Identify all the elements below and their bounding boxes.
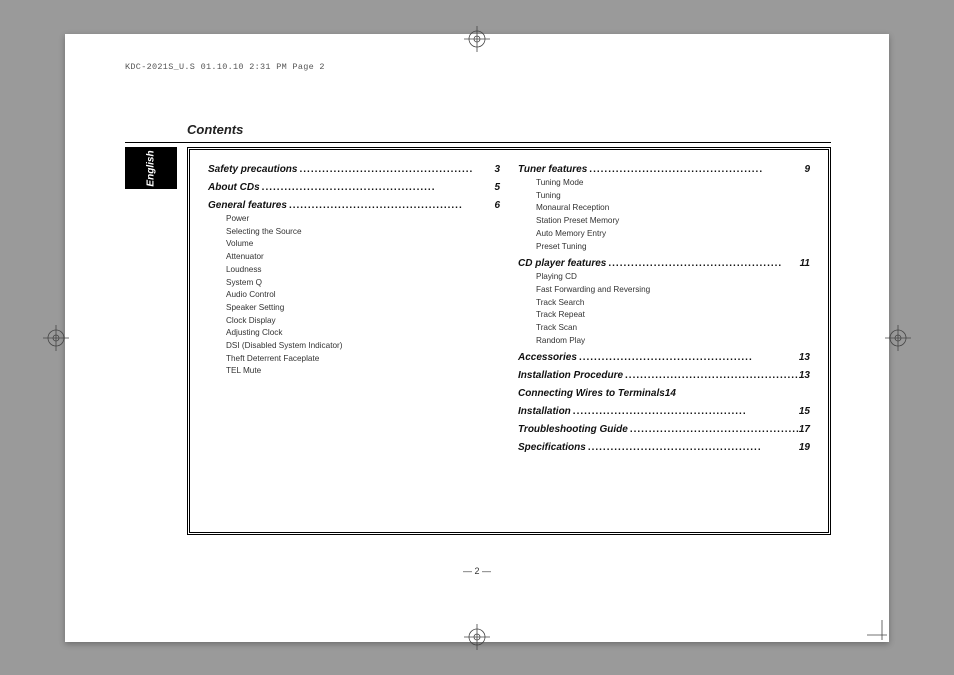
toc-sub-item: Track Search xyxy=(518,297,810,310)
toc-section-row: Tuner features..........................… xyxy=(518,162,810,177)
toc-section-page: 13 xyxy=(799,368,810,383)
toc-sub-item: Random Play xyxy=(518,335,810,348)
toc-sub-item: Loudness xyxy=(208,264,500,277)
page-title: Contents xyxy=(187,122,243,137)
toc-section: Specifications..........................… xyxy=(518,440,810,455)
toc-sub-item: Attenuator xyxy=(208,251,500,264)
registration-mark-icon xyxy=(464,26,490,52)
title-underline xyxy=(125,142,831,143)
toc-leader-dots: ........................................… xyxy=(586,440,799,455)
registration-mark-icon xyxy=(464,624,490,650)
toc-sub-item: Speaker Setting xyxy=(208,302,500,315)
toc-section-row: Safety precautions......................… xyxy=(208,162,500,177)
toc-leader-dots: ........................................… xyxy=(577,350,799,365)
toc-sub-item: Playing CD xyxy=(518,271,810,284)
crop-corner-icon xyxy=(867,620,897,650)
toc-sub-item: Preset Tuning xyxy=(518,241,810,254)
toc-leader-dots: ........................................… xyxy=(623,368,799,383)
toc-sub-item: Volume xyxy=(208,238,500,251)
page-number: — 2 — xyxy=(463,566,491,576)
toc-section-row: Specifications..........................… xyxy=(518,440,810,455)
toc-leader-dots: ........................................… xyxy=(260,180,495,195)
print-header: KDC-2021S_U.S 01.10.10 2:31 PM Page 2 xyxy=(125,62,325,72)
toc-section: Tuner features..........................… xyxy=(518,162,810,253)
toc-leader-dots: ........................................… xyxy=(606,256,799,271)
language-tab: English xyxy=(125,147,177,189)
toc-leader-dots: ........................................… xyxy=(571,404,799,419)
toc-section-title: Tuner features xyxy=(518,162,587,177)
toc-section-row: Connecting Wires to Terminals 14 xyxy=(518,386,810,401)
toc-section: General features........................… xyxy=(208,198,500,378)
toc-sub-item: DSI (Disabled System Indicator) xyxy=(208,340,500,353)
registration-mark-icon xyxy=(885,325,911,351)
toc-sub-item: System Q xyxy=(208,277,500,290)
toc-section-row: About CDs...............................… xyxy=(208,180,500,195)
toc-sub-item: Clock Display xyxy=(208,315,500,328)
toc-section-page: 19 xyxy=(799,440,810,455)
toc-sub-item: Monaural Reception xyxy=(518,202,810,215)
toc-section: CD player features......................… xyxy=(518,256,810,347)
toc-section: Connecting Wires to Terminals 14 xyxy=(518,386,810,401)
toc-section-row: Troubleshooting Guide...................… xyxy=(518,422,810,437)
toc-section: About CDs...............................… xyxy=(208,180,500,195)
toc-section-row: Installation Procedure..................… xyxy=(518,368,810,383)
toc-leader-dots: ........................................… xyxy=(628,422,799,437)
toc-section-page: 15 xyxy=(799,404,810,419)
toc-sub-item: Tuning xyxy=(518,190,810,203)
toc-section-page: 14 xyxy=(665,386,676,401)
toc-sub-item: Selecting the Source xyxy=(208,226,500,239)
toc-sub-item: TEL Mute xyxy=(208,365,500,378)
toc-section: Accessories.............................… xyxy=(518,350,810,365)
toc-section: Safety precautions......................… xyxy=(208,162,500,177)
toc-section-page: 5 xyxy=(494,180,500,195)
toc-sub-item: Power xyxy=(208,213,500,226)
toc-section: Installation............................… xyxy=(518,404,810,419)
toc-section-title: About CDs xyxy=(208,180,260,195)
registration-mark-icon xyxy=(43,325,69,351)
toc-sub-item: Track Repeat xyxy=(518,309,810,322)
toc-section-page: 9 xyxy=(804,162,810,177)
toc-section: Troubleshooting Guide...................… xyxy=(518,422,810,437)
language-tab-label: English xyxy=(146,150,157,186)
toc-section-title: Connecting Wires to Terminals xyxy=(518,386,665,401)
toc-section-title: Safety precautions xyxy=(208,162,297,177)
toc-section-title: Installation xyxy=(518,404,571,419)
toc-section-page: 13 xyxy=(799,350,810,365)
toc-leader-dots: ........................................… xyxy=(287,198,495,213)
toc-section-row: CD player features......................… xyxy=(518,256,810,271)
toc-section-page: 6 xyxy=(494,198,500,213)
contents-frame: Safety precautions......................… xyxy=(187,147,831,535)
toc-section-title: Installation Procedure xyxy=(518,368,623,383)
toc-section-row: General features........................… xyxy=(208,198,500,213)
toc-section-title: CD player features xyxy=(518,256,606,271)
toc-section-row: Installation............................… xyxy=(518,404,810,419)
toc-section-page: 17 xyxy=(799,422,810,437)
toc-sub-item: Track Scan xyxy=(518,322,810,335)
toc-section-title: Accessories xyxy=(518,350,577,365)
toc-sub-item: Auto Memory Entry xyxy=(518,228,810,241)
toc-section-row: Accessories.............................… xyxy=(518,350,810,365)
toc-sub-item: Tuning Mode xyxy=(518,177,810,190)
toc-leader-dots: ........................................… xyxy=(587,162,804,177)
toc-section-page: 11 xyxy=(800,256,810,271)
toc-sub-item: Adjusting Clock xyxy=(208,327,500,340)
toc-sub-item: Station Preset Memory xyxy=(518,215,810,228)
toc-section-title: General features xyxy=(208,198,287,213)
toc-leader-dots: ........................................… xyxy=(297,162,494,177)
document-page: KDC-2021S_U.S 01.10.10 2:31 PM Page 2 Co… xyxy=(65,34,889,642)
toc-section-title: Specifications xyxy=(518,440,586,455)
toc-sub-item: Audio Control xyxy=(208,289,500,302)
toc-section-page: 3 xyxy=(494,162,500,177)
toc-section-title: Troubleshooting Guide xyxy=(518,422,628,437)
toc-section: Installation Procedure..................… xyxy=(518,368,810,383)
toc-sub-item: Theft Deterrent Faceplate xyxy=(208,353,500,366)
toc-sub-item: Fast Forwarding and Reversing xyxy=(518,284,810,297)
